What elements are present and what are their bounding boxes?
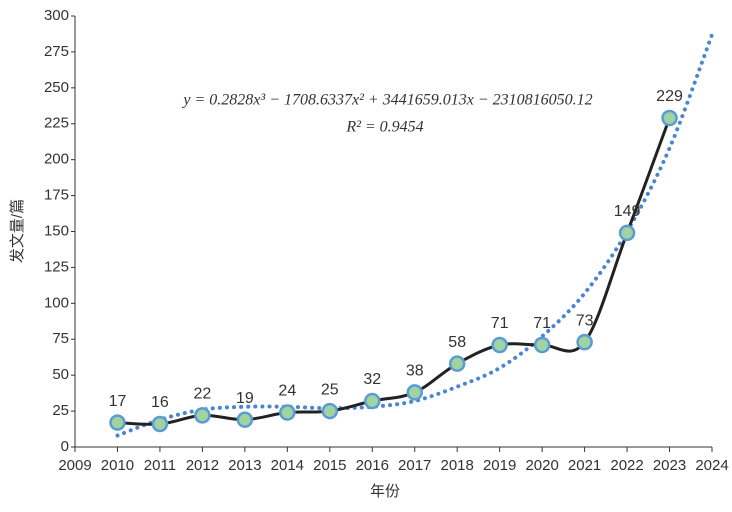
y-tick-label: 225 [44, 115, 69, 132]
data-point [406, 384, 423, 401]
x-tick-label: 2019 [483, 457, 516, 474]
data-point [236, 411, 254, 428]
trend-line [115, 32, 714, 438]
data-label: 16 [151, 394, 169, 411]
y-tick-label: 200 [44, 151, 69, 168]
data-label: 73 [576, 312, 594, 329]
equation: y = 0.2828x³ − 1708.6337x² + 3441659.013… [181, 92, 592, 109]
x-tick-label: 2012 [186, 457, 219, 474]
x-tick-label: 2024 [695, 457, 728, 474]
y-tick-label: 300 [44, 7, 69, 24]
x-tick-label: 2020 [525, 457, 558, 474]
data-point [151, 415, 169, 433]
x-tick-label: 2016 [356, 457, 389, 474]
y-tick-label: 125 [44, 258, 69, 275]
y-tick-label: 100 [44, 294, 69, 311]
data-label: 24 [278, 383, 296, 400]
x-tick-label: 2014 [271, 457, 304, 474]
data-point [194, 407, 211, 424]
data-point [576, 333, 593, 351]
x-tick-label: 2013 [228, 457, 261, 474]
data-label: 149 [614, 203, 641, 220]
data-point [618, 224, 636, 242]
x-tick-label: 2018 [441, 457, 474, 474]
y-tick-label: 150 [44, 222, 69, 239]
data-point [364, 392, 381, 410]
x-axis-label: 年份 [370, 483, 400, 500]
x-tick-label: 2021 [568, 457, 601, 474]
data-label: 71 [533, 315, 551, 332]
data-label: 17 [109, 393, 127, 410]
x-tick-label: 2023 [653, 457, 686, 474]
data-point [533, 336, 551, 354]
data-point [109, 414, 126, 431]
data-point [661, 109, 678, 127]
data-label: 25 [321, 381, 339, 398]
y-tick-label: 75 [52, 330, 69, 347]
data-point [279, 404, 296, 421]
data-label: 58 [448, 334, 466, 351]
x-tick-label: 2011 [144, 457, 176, 474]
x-tick-label: 2010 [101, 457, 134, 474]
y-tick-label: 50 [52, 366, 69, 383]
data-line [117, 117, 671, 426]
data-point [448, 355, 466, 372]
r-squared: R² = 0.9454 [345, 119, 423, 136]
x-tick-label: 2015 [313, 457, 346, 474]
data-label: 229 [656, 88, 683, 105]
data-label: 22 [194, 386, 212, 403]
y-tick-label: 175 [44, 187, 69, 204]
x-tick-label: 2022 [610, 457, 643, 474]
data-point [321, 402, 339, 420]
x-tick-label: 2017 [398, 457, 431, 474]
data-point [491, 336, 508, 354]
y-tick-label: 0 [61, 438, 69, 455]
x-tick-label: 2009 [58, 457, 91, 474]
y-tick-label: 250 [44, 79, 69, 96]
data-label: 38 [406, 363, 424, 380]
y-axis-label: 发文量/篇 [8, 199, 26, 263]
y-tick-label: 25 [52, 402, 69, 419]
y-tick-label: 275 [44, 43, 69, 60]
data-label: 32 [363, 371, 381, 388]
data-label: 19 [236, 390, 254, 407]
data-label: 71 [491, 315, 509, 332]
